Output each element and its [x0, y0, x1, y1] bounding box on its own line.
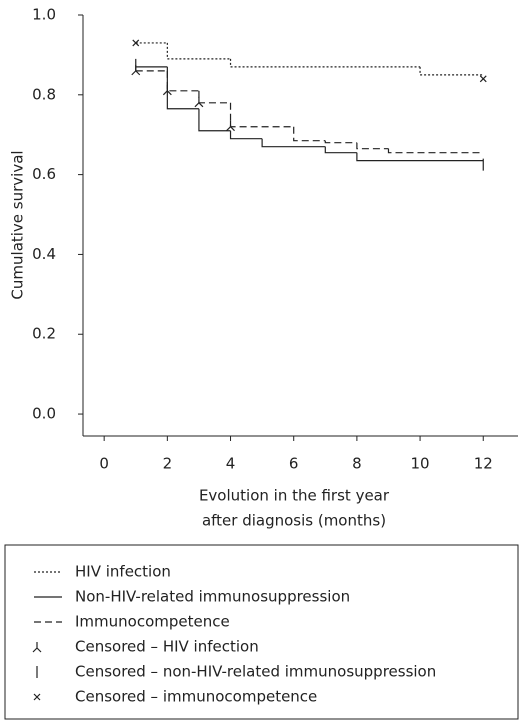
- x-tick-label: 12: [474, 455, 493, 473]
- survival-step: [356, 152, 484, 162]
- legend-label: Immunocompetence: [75, 613, 230, 631]
- x-axis-label: after diagnosis (months): [202, 512, 386, 530]
- survival-step: [166, 42, 231, 60]
- x-tick-label: 4: [226, 455, 236, 473]
- legend-box: [4, 544, 519, 720]
- survival-step: [166, 70, 199, 92]
- y-tick-label: 0.4: [32, 245, 56, 263]
- y-tick-label: 0.6: [32, 165, 56, 183]
- survival-step: [356, 142, 389, 150]
- legend-label: Censored – non-HIV-related immunosuppres…: [75, 663, 436, 681]
- censor-marker: [32, 642, 42, 653]
- legend-label: Censored – immunocompetence: [75, 688, 317, 706]
- legend-label: Non-HIV-related immunosuppression: [75, 588, 350, 606]
- x-tick-label: 6: [289, 455, 299, 473]
- censor-marker: [162, 84, 172, 96]
- survival-step: [261, 138, 326, 148]
- survival-step: [198, 108, 231, 132]
- y-axis-label: Cumulative survival: [9, 150, 27, 299]
- censor-marker: [33, 693, 41, 701]
- survival-step: [198, 90, 231, 104]
- y-tick-label: 0.8: [32, 85, 56, 103]
- legend-label: HIV infection: [75, 563, 171, 581]
- x-tick-label: 8: [352, 455, 362, 473]
- censor-marker: [132, 39, 140, 47]
- survival-step: [229, 130, 263, 140]
- legend-label: Censored – HIV infection: [75, 638, 259, 656]
- survival-step: [387, 148, 484, 154]
- censor-marker: [479, 75, 487, 83]
- x-tick-label: 0: [99, 455, 109, 473]
- y-tick-label: 0.0: [32, 405, 56, 423]
- survival-step: [229, 102, 294, 128]
- censor-marker: [194, 96, 204, 108]
- censor-marker: [226, 120, 235, 132]
- survival-step: [166, 66, 199, 110]
- x-tick-label: 2: [163, 455, 173, 473]
- survival-step: [293, 126, 326, 142]
- x-tick-label: 10: [411, 455, 430, 473]
- x-axis-label: Evolution in the first year: [199, 487, 390, 505]
- survival-step: [419, 66, 484, 76]
- y-tick-label: 1.0: [32, 6, 56, 24]
- survival-step: [324, 146, 357, 154]
- survival-step: [324, 140, 357, 144]
- y-tick-label: 0.2: [32, 325, 56, 343]
- survival-step: [229, 58, 421, 68]
